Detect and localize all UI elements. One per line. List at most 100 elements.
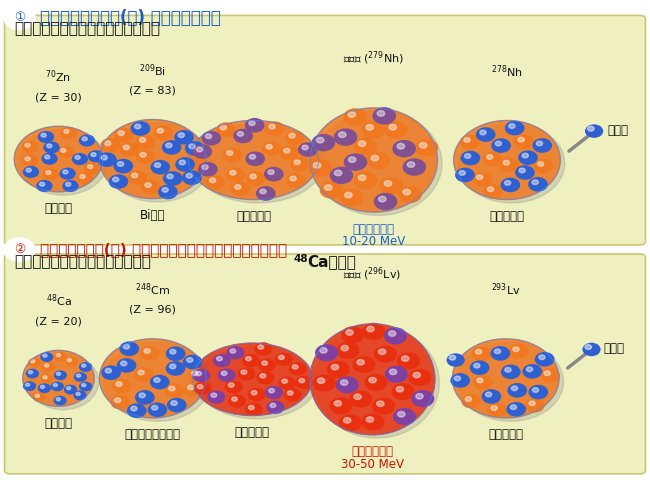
Text: (Z = 83): (Z = 83) — [129, 85, 176, 95]
Circle shape — [270, 403, 276, 407]
Circle shape — [289, 134, 295, 138]
Text: 複合核 ($^{296}$Lv): 複合核 ($^{296}$Lv) — [343, 265, 402, 283]
Circle shape — [197, 385, 203, 389]
Circle shape — [281, 379, 287, 383]
Circle shape — [237, 132, 244, 136]
Circle shape — [361, 414, 385, 430]
Circle shape — [205, 175, 225, 190]
Circle shape — [53, 396, 67, 405]
Ellipse shape — [104, 123, 211, 202]
Circle shape — [26, 369, 39, 378]
Circle shape — [166, 347, 185, 361]
Circle shape — [202, 131, 221, 146]
Circle shape — [332, 364, 339, 370]
Circle shape — [268, 170, 274, 174]
Circle shape — [75, 155, 80, 159]
Circle shape — [295, 376, 313, 389]
Ellipse shape — [454, 120, 560, 200]
Text: $^{248}$Cm: $^{248}$Cm — [135, 281, 170, 298]
Circle shape — [372, 107, 396, 125]
Circle shape — [585, 124, 603, 138]
Circle shape — [121, 361, 127, 366]
Circle shape — [585, 345, 592, 349]
Circle shape — [455, 168, 474, 182]
Circle shape — [447, 353, 465, 367]
Circle shape — [186, 174, 192, 178]
Circle shape — [101, 155, 107, 160]
Circle shape — [40, 374, 53, 384]
Circle shape — [339, 414, 362, 431]
Circle shape — [354, 137, 377, 155]
Circle shape — [230, 349, 236, 353]
Circle shape — [182, 171, 202, 185]
Text: 低い励起状態: 低い励起状態 — [353, 223, 395, 236]
Circle shape — [504, 181, 511, 185]
Circle shape — [449, 355, 456, 360]
Circle shape — [490, 346, 510, 361]
Circle shape — [340, 189, 363, 206]
Circle shape — [482, 389, 501, 404]
Circle shape — [491, 138, 511, 153]
Circle shape — [174, 130, 194, 145]
Circle shape — [536, 141, 543, 146]
Circle shape — [346, 330, 353, 335]
FancyBboxPatch shape — [5, 15, 645, 245]
Circle shape — [183, 355, 202, 369]
Circle shape — [534, 159, 553, 174]
Circle shape — [62, 170, 68, 174]
Circle shape — [228, 394, 246, 408]
Circle shape — [162, 140, 181, 155]
Circle shape — [333, 128, 358, 146]
Circle shape — [260, 189, 266, 194]
Circle shape — [57, 372, 60, 375]
Circle shape — [366, 417, 374, 422]
Circle shape — [82, 364, 86, 367]
Circle shape — [43, 376, 47, 379]
Circle shape — [154, 378, 160, 382]
Circle shape — [343, 108, 367, 126]
Circle shape — [222, 147, 242, 162]
Circle shape — [256, 371, 274, 385]
Text: 重イオン: 重イオン — [44, 202, 73, 215]
Circle shape — [42, 168, 59, 180]
Circle shape — [45, 155, 50, 159]
Circle shape — [309, 159, 332, 176]
Circle shape — [262, 142, 281, 156]
Circle shape — [245, 403, 263, 416]
Ellipse shape — [99, 339, 206, 418]
Circle shape — [474, 363, 480, 368]
Circle shape — [377, 401, 384, 406]
Circle shape — [393, 140, 416, 158]
Circle shape — [250, 154, 255, 159]
Circle shape — [459, 171, 465, 175]
Circle shape — [187, 385, 194, 389]
FancyBboxPatch shape — [5, 254, 645, 474]
Circle shape — [256, 186, 276, 201]
Circle shape — [354, 394, 361, 400]
Circle shape — [57, 353, 60, 357]
Circle shape — [176, 157, 195, 172]
Circle shape — [408, 162, 415, 167]
Ellipse shape — [19, 130, 107, 195]
Circle shape — [47, 144, 52, 148]
Circle shape — [317, 378, 325, 383]
Circle shape — [248, 388, 266, 402]
Circle shape — [114, 128, 134, 143]
Circle shape — [334, 401, 341, 406]
Circle shape — [60, 127, 77, 139]
Circle shape — [292, 365, 298, 369]
Text: ②: ② — [14, 243, 25, 256]
Circle shape — [97, 152, 117, 167]
Circle shape — [5, 239, 34, 261]
Circle shape — [192, 144, 212, 159]
Circle shape — [101, 138, 120, 153]
Circle shape — [171, 401, 177, 405]
Circle shape — [495, 141, 502, 146]
Circle shape — [101, 365, 121, 380]
Circle shape — [367, 152, 390, 169]
Circle shape — [140, 346, 160, 361]
Circle shape — [220, 125, 226, 130]
Circle shape — [67, 359, 72, 362]
Circle shape — [275, 352, 293, 366]
Circle shape — [280, 146, 300, 160]
